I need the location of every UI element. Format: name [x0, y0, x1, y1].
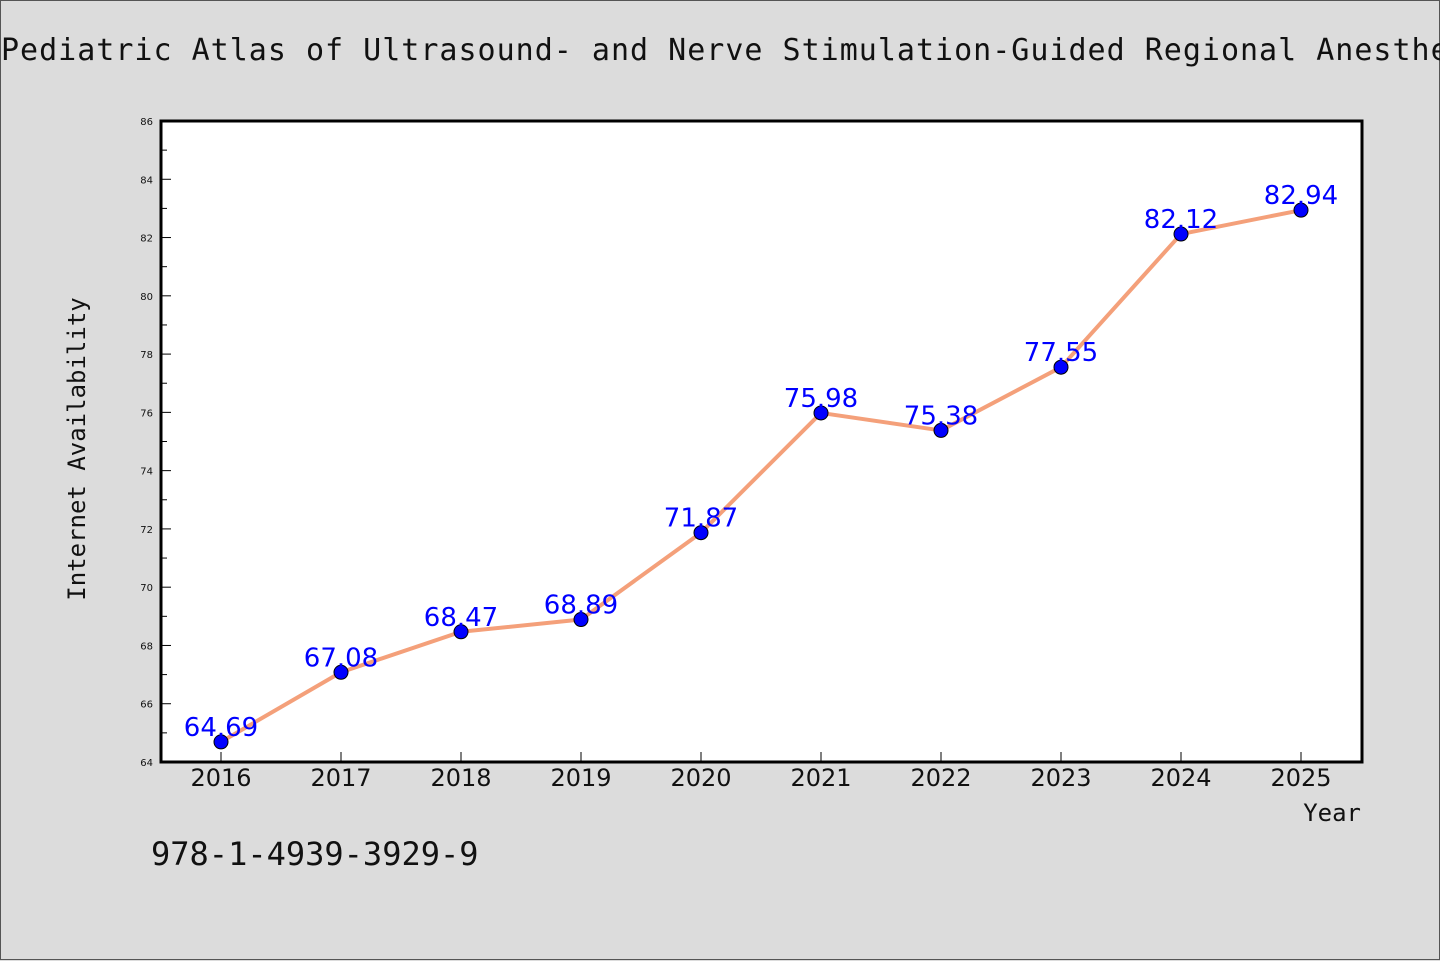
data-value-label: 75.38 — [904, 401, 978, 431]
data-value-label: 77.55 — [1024, 338, 1098, 368]
y-tick-label: 72 — [140, 525, 153, 536]
series-layer — [213, 202, 1309, 750]
x-tick-label: 2018 — [430, 764, 491, 792]
x-tick-label: 2023 — [1030, 764, 1091, 792]
y-tick-label: 74 — [140, 467, 153, 478]
data-point — [693, 525, 709, 541]
x-tick-label: 2022 — [910, 764, 971, 792]
y-tick-label: 86 — [140, 117, 153, 128]
series-line — [219, 208, 1303, 744]
x-tick-label: 2016 — [190, 764, 251, 792]
data-value-label: 75.98 — [784, 384, 858, 414]
y-axis-ticks: 64 66 68 70 72 74 76 78 80 82 84 86 — [140, 117, 171, 769]
y-tick-label: 70 — [140, 583, 153, 594]
x-tick-label: 2017 — [310, 764, 371, 792]
data-value-label: 68.47 — [424, 603, 498, 633]
x-tick-label: 2024 — [1150, 764, 1211, 792]
x-tick-label: 2019 — [550, 764, 611, 792]
data-value-label: 68.89 — [544, 591, 618, 621]
y-axis-label: Internet Availability — [63, 297, 91, 600]
y-tick-label: 64 — [140, 758, 153, 769]
y-tick-label: 68 — [140, 641, 153, 652]
data-point — [1293, 202, 1309, 218]
data-point — [1053, 359, 1069, 375]
data-value-label: 82.94 — [1264, 181, 1338, 211]
y-tick-label: 76 — [140, 408, 153, 419]
chart-title: Pediatric Atlas of Ultrasound- and Nerve… — [1, 33, 1440, 68]
y-tick-label: 80 — [140, 292, 153, 303]
data-point — [1173, 226, 1189, 242]
data-value-label: 64.69 — [184, 713, 258, 743]
y-tick-label: 82 — [140, 234, 153, 245]
data-point — [573, 612, 589, 628]
x-axis-label: Year — [1303, 799, 1361, 827]
data-value-label: 82.12 — [1144, 205, 1218, 235]
x-tick-label: 2021 — [790, 764, 851, 792]
isbn-text: 978-1-4939-3929-9 — [151, 835, 479, 873]
data-label-layer: 64.69 67.08 68.47 68.89 71.87 75.98 75.38 77.55… — [184, 181, 1338, 743]
data-point — [813, 405, 829, 421]
x-axis-ticks: 2016 2017 2018 2019 2020 2021 2022 2023 2024 2025 — [190, 752, 1332, 792]
x-tick-label: 2025 — [1270, 764, 1331, 792]
x-tick-label: 2020 — [670, 764, 731, 792]
plot-frame — [159, 119, 1364, 764]
data-value-label: 71.87 — [664, 504, 738, 534]
data-value-label: 67.08 — [304, 643, 378, 673]
data-point — [453, 624, 469, 640]
data-point — [333, 664, 349, 680]
y-tick-label: 78 — [140, 350, 153, 361]
y-tick-label: 84 — [140, 175, 153, 186]
data-point — [213, 734, 229, 750]
data-point — [933, 422, 949, 438]
y-tick-label: 66 — [140, 700, 153, 711]
